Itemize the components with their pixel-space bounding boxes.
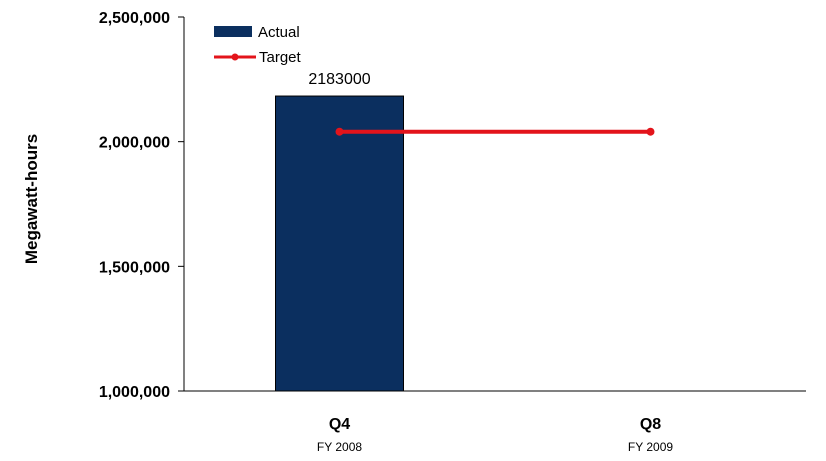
target-point <box>335 127 344 136</box>
legend: Actual Target <box>214 24 302 66</box>
x-category-sublabel: FY 2009 <box>628 440 673 454</box>
y-tick-label: 1,000,000 <box>99 384 170 401</box>
x-category-sublabel: FY 2008 <box>317 440 362 454</box>
bar-data-label: 2183000 <box>308 71 370 88</box>
y-axis-title: Megawatt-hours <box>22 134 41 264</box>
legend-label-actual: Actual <box>258 24 300 41</box>
y-tick-label: 2,000,000 <box>99 135 170 152</box>
target-point <box>646 127 655 136</box>
bar-actual <box>275 95 404 392</box>
legend-label-target: Target <box>259 49 302 66</box>
x-category-label: Q8 <box>640 416 661 433</box>
target-line <box>335 127 655 136</box>
y-tick-label: 2,500,000 <box>99 10 170 27</box>
legend-swatch-actual <box>214 26 252 37</box>
y-tick-label: 1,500,000 <box>99 259 170 276</box>
axes: 1,000,000 1,500,000 2,000,000 2,500,000 Mega… <box>22 10 806 401</box>
labels: Q4 FY 2008 Q8 FY 2009 2183000 <box>308 71 673 454</box>
legend-marker-target <box>231 53 239 61</box>
bars <box>275 95 404 392</box>
x-category-label: Q4 <box>329 416 350 433</box>
